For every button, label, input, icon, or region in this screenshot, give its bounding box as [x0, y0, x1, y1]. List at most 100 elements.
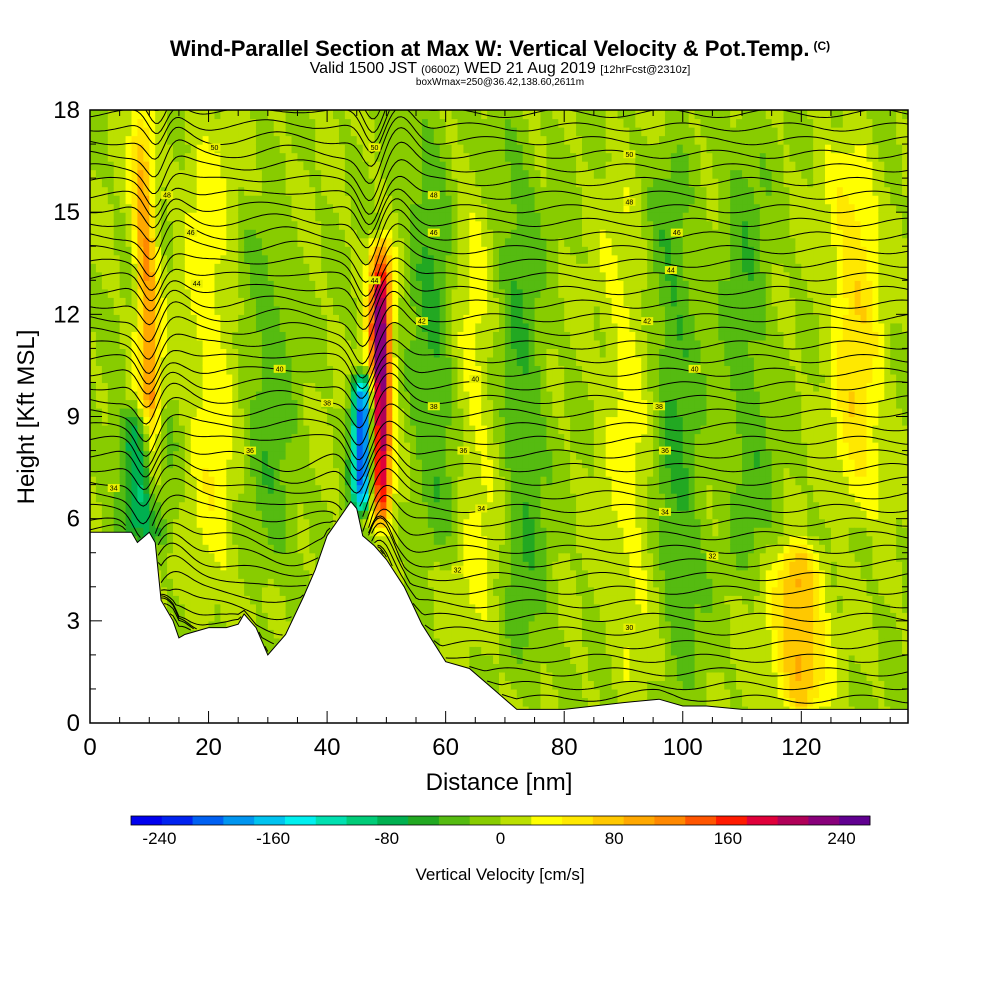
velocity-cell [451, 356, 459, 367]
velocity-cell [273, 390, 281, 401]
velocity-cell [143, 416, 150, 426]
velocity-cell [309, 246, 316, 256]
velocity-cell [410, 110, 417, 120]
velocity-cell [433, 144, 441, 154]
velocity-cell [125, 425, 133, 435]
velocity-cell [350, 356, 358, 367]
velocity-cell [131, 195, 139, 205]
velocity-cell [481, 271, 488, 281]
velocity-cell [327, 144, 334, 154]
velocity-cell [487, 561, 494, 571]
velocity-cell [427, 433, 435, 443]
velocity-cell [220, 544, 227, 554]
velocity-cell [261, 552, 269, 562]
velocity-cell [362, 314, 370, 324]
velocity-cell [273, 459, 281, 469]
velocity-cell [155, 527, 162, 537]
velocity-cell [178, 501, 186, 511]
velocity-cell [131, 390, 139, 401]
velocity-cell [451, 467, 459, 477]
velocity-cell [398, 212, 405, 222]
velocity-cell [368, 365, 376, 375]
velocity-cell [433, 135, 441, 145]
velocity-cell [255, 356, 263, 367]
velocity-cell [285, 152, 293, 162]
velocity-cell [356, 110, 364, 120]
velocity-cell [137, 263, 144, 273]
velocity-cell [184, 280, 192, 290]
velocity-cell [291, 229, 299, 239]
velocity-cell [433, 110, 441, 120]
velocity-cell [232, 399, 239, 409]
velocity-cell [208, 578, 216, 588]
velocity-cell [232, 595, 239, 605]
velocity-cell [475, 467, 482, 477]
velocity-cell [451, 348, 459, 358]
velocity-cell [232, 220, 239, 230]
velocity-cell [214, 186, 222, 196]
velocity-cell [309, 237, 316, 247]
velocity-cell [137, 331, 144, 341]
velocity-cell [202, 280, 210, 290]
velocity-cell [333, 407, 340, 418]
velocity-cell [255, 161, 263, 171]
velocity-cell [261, 561, 269, 571]
velocity-cell [297, 544, 304, 554]
velocity-cell [226, 569, 233, 579]
velocity-cell [398, 339, 405, 349]
velocity-cell [244, 220, 251, 230]
velocity-cell [487, 297, 494, 307]
velocity-cell [107, 135, 115, 145]
velocity-cell [184, 365, 192, 375]
velocity-cell [208, 365, 216, 375]
velocity-cell [315, 297, 322, 307]
velocity-cell [250, 322, 257, 332]
velocity-cell [487, 254, 494, 264]
velocity-cell [463, 127, 470, 137]
velocity-cell [392, 425, 399, 435]
velocity-cell [131, 442, 139, 452]
velocity-cell [143, 382, 150, 392]
velocity-cell [469, 425, 476, 435]
velocity-cell [196, 144, 204, 154]
velocity-cell [285, 203, 293, 213]
velocity-cell [493, 518, 500, 528]
velocity-cell [469, 518, 476, 528]
velocity-cell [90, 339, 97, 349]
velocity-cell [250, 433, 257, 443]
velocity-cell [297, 212, 304, 222]
velocity-cell [267, 271, 275, 281]
velocity-cell [214, 399, 222, 409]
velocity-cell [469, 195, 476, 205]
velocity-cell [214, 578, 222, 588]
velocity-cell [161, 586, 168, 596]
velocity-cell [416, 220, 423, 230]
velocity-cell [404, 390, 411, 401]
velocity-cell [457, 254, 465, 264]
velocity-cell [250, 246, 257, 256]
velocity-cell [131, 212, 139, 222]
velocity-cell [285, 476, 293, 486]
velocity-cell [463, 544, 470, 554]
velocity-cell [487, 373, 494, 384]
velocity-cell [149, 203, 156, 213]
velocity-cell [208, 561, 216, 571]
velocity-cell [398, 161, 405, 171]
velocity-cell [101, 127, 109, 137]
velocity-cell [90, 169, 97, 179]
velocity-cell [404, 578, 411, 588]
velocity-cell [463, 629, 470, 639]
velocity-cell [172, 527, 180, 537]
velocity-cell [356, 493, 364, 503]
velocity-cell [303, 425, 310, 435]
velocity-cell [451, 331, 459, 341]
velocity-cell [208, 399, 216, 409]
velocity-cell [202, 305, 210, 315]
velocity-cell [410, 561, 417, 571]
velocity-cell [244, 595, 251, 605]
velocity-cell [404, 425, 411, 435]
velocity-cell [475, 280, 482, 290]
velocity-cell [386, 186, 393, 196]
velocity-cell [202, 118, 210, 128]
velocity-cell [131, 127, 139, 137]
